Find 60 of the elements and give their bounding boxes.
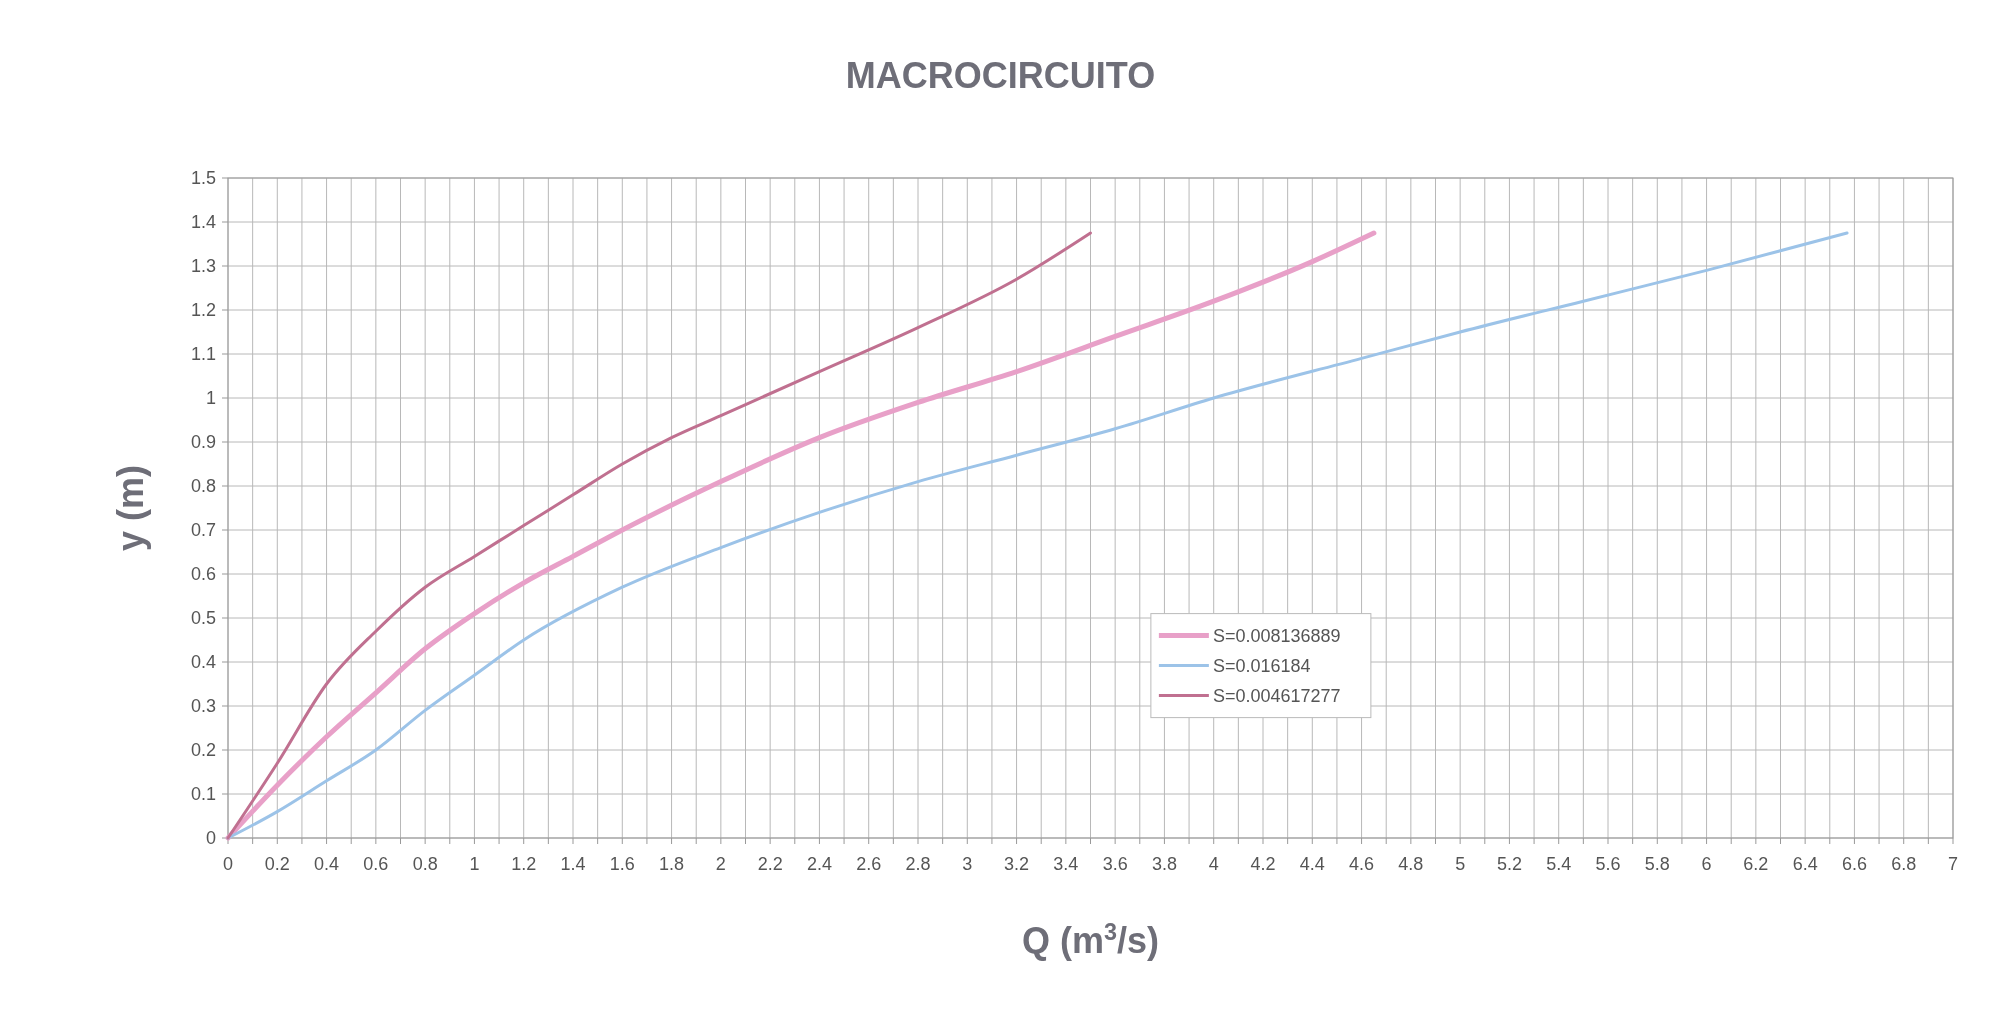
y-tick-label: 1.2 xyxy=(190,300,216,320)
x-tick-label: 3.4 xyxy=(1053,854,1079,874)
y-tick-label: 1.1 xyxy=(190,344,216,364)
x-tick-label: 3.6 xyxy=(1102,854,1128,874)
x-tick-label: 1.8 xyxy=(659,854,685,874)
x-tick-label: 4.6 xyxy=(1349,854,1375,874)
y-tick-label: 0 xyxy=(205,828,216,848)
x-tick-label: 4.4 xyxy=(1299,854,1325,874)
x-axis-title: Q (m$^{3}$/s) xyxy=(1021,919,1160,961)
x-tick-label: 3.8 xyxy=(1151,854,1177,874)
x-tick-label: 2.2 xyxy=(757,854,783,874)
x-tick-label: 5.8 xyxy=(1644,854,1670,874)
legend-label: S=0.016184 xyxy=(1212,655,1311,676)
y-tick-label: 0.9 xyxy=(190,432,216,452)
x-tick-label: 0.8 xyxy=(412,854,438,874)
x-tick-label: 4.8 xyxy=(1398,854,1424,874)
x-tick-label: 0.6 xyxy=(363,854,389,874)
x-tick-label: 3 xyxy=(962,854,973,874)
x-tick-label: 1.6 xyxy=(609,854,635,874)
x-tick-label: 1.4 xyxy=(560,854,586,874)
x-tick-label: 5.4 xyxy=(1546,854,1572,874)
x-tick-label: 1 xyxy=(469,854,480,874)
x-tick-label: 3.2 xyxy=(1004,854,1030,874)
x-tick-label: 2.4 xyxy=(806,854,832,874)
y-tick-label: 0.7 xyxy=(190,520,216,540)
x-tick-label: 4 xyxy=(1208,854,1219,874)
line-series xyxy=(226,231,1092,840)
chart-title: MACROCIRCUITO xyxy=(845,55,1156,96)
y-tick-label: 0.2 xyxy=(190,740,216,760)
x-tick-label: 6.6 xyxy=(1841,854,1867,874)
y-tick-label: 0.4 xyxy=(190,652,216,672)
x-tick-label: 5 xyxy=(1455,854,1466,874)
x-tick-label: 2 xyxy=(715,854,726,874)
y-axis-title: y (m) xyxy=(110,464,151,552)
y-tick-label: 0.1 xyxy=(190,784,216,804)
x-tick-label: 6.2 xyxy=(1743,854,1769,874)
y-tick-label: 0.6 xyxy=(190,564,216,584)
x-tick-label: 5.2 xyxy=(1496,854,1522,874)
y-tick-label: 1.3 xyxy=(190,256,216,276)
x-tick-label: 7 xyxy=(1947,854,1959,874)
x-tick-label: 1.2 xyxy=(511,854,537,874)
x-tick-label: 6 xyxy=(1701,854,1712,874)
y-tick-label: 0.3 xyxy=(190,696,216,716)
x-tick-label: 2.6 xyxy=(856,854,882,874)
y-tick-label: 1.4 xyxy=(190,212,216,232)
y-tick-label: 0.8 xyxy=(190,476,216,496)
x-tick-label: 6.4 xyxy=(1792,854,1818,874)
x-tick-label: 0 xyxy=(222,854,234,874)
line-series xyxy=(226,231,1849,840)
y-tick-label: 1.5 xyxy=(190,168,216,188)
x-tick-label: 5.6 xyxy=(1595,854,1621,874)
y-tick-label: 0.5 xyxy=(190,608,216,628)
y-tick-label: 1 xyxy=(205,388,216,408)
legend-label: S=0.004617277 xyxy=(1212,685,1341,706)
x-tick-label: 4.2 xyxy=(1250,854,1276,874)
x-tick-label: 0.2 xyxy=(264,854,290,874)
x-tick-label: 6.8 xyxy=(1891,854,1917,874)
legend-label: S=0.008136889 xyxy=(1212,625,1341,646)
x-tick-label: 0.4 xyxy=(314,854,340,874)
x-tick-label: 2.8 xyxy=(905,854,931,874)
